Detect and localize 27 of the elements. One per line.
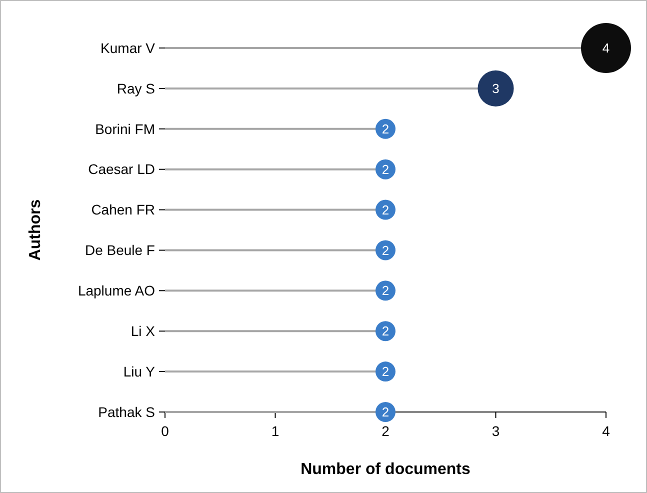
- data-label: 3: [492, 80, 500, 96]
- data-label: 4: [602, 40, 610, 56]
- x-tick-label: 2: [382, 423, 390, 439]
- y-tick-label: Liu Y: [123, 363, 156, 380]
- y-tick-label: Laplume AO: [78, 282, 156, 299]
- y-tick-label: Borini FM: [95, 120, 155, 137]
- data-label: 2: [382, 364, 390, 380]
- y-tick-label: Cahen FR: [91, 202, 155, 218]
- x-tick-label: 4: [602, 423, 610, 439]
- y-tick-label: Kumar V: [100, 40, 156, 56]
- data-label: 2: [382, 121, 390, 136]
- data-label: 2: [382, 162, 390, 177]
- data-label: 2: [382, 283, 390, 298]
- y-tick-label: Li X: [130, 323, 156, 340]
- x-tick-label: 3: [492, 423, 500, 439]
- y-tick-label: Ray S: [116, 80, 155, 96]
- y-axis-title: Authors: [27, 199, 44, 261]
- data-label: 2: [382, 404, 390, 420]
- data-label: 2: [382, 324, 390, 339]
- x-axis-title: Number of documents: [300, 461, 470, 478]
- data-label: 2: [382, 242, 390, 258]
- y-tick-label: De Beule F: [84, 242, 155, 258]
- x-tick-label: 0: [161, 423, 170, 439]
- y-tick-label: Caesar LD: [88, 161, 155, 178]
- data-label: 2: [382, 202, 390, 218]
- x-tick-label: 1: [271, 423, 280, 439]
- y-tick-label: Pathak S: [98, 404, 155, 420]
